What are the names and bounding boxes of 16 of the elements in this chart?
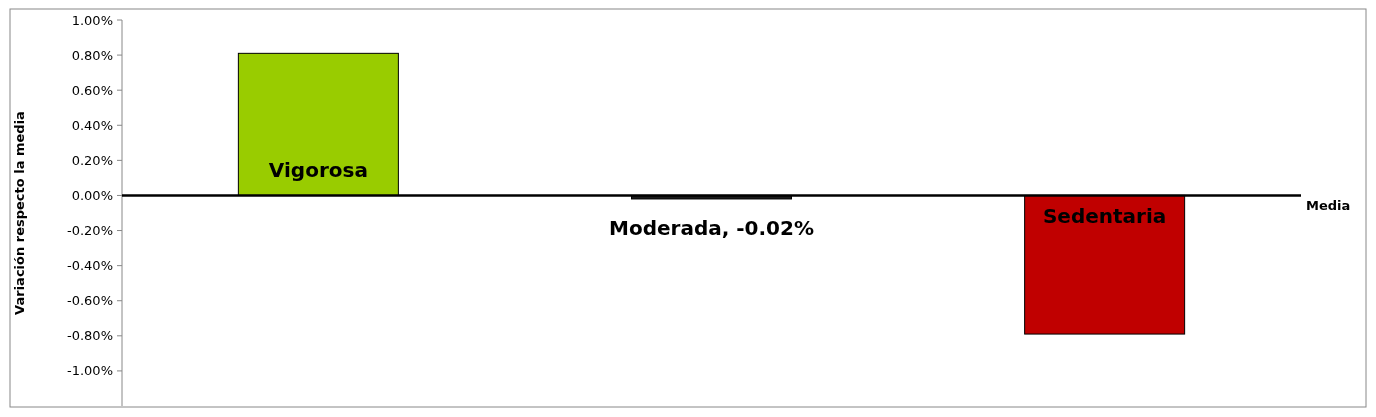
y-tick-label: -1.00% bbox=[67, 363, 113, 379]
y-tick-label: 0.60% bbox=[71, 82, 113, 98]
data-label: Vigorosa bbox=[268, 158, 368, 183]
y-tick-label: 0.20% bbox=[71, 152, 113, 168]
data-label: Moderada, -0.02% bbox=[609, 215, 814, 240]
data-label: Sedentaria bbox=[1042, 204, 1167, 229]
y-tick-label: 0.40% bbox=[71, 117, 113, 133]
y-tick-label: -0.60% bbox=[67, 293, 113, 309]
y-tick-label: 0.80% bbox=[71, 47, 113, 63]
y-tick-label: 1.00% bbox=[71, 12, 113, 28]
ref-line-label: Media bbox=[1306, 198, 1351, 213]
y-tick-label: -0.20% bbox=[67, 223, 113, 239]
y-tick-label: -0.80% bbox=[67, 328, 113, 344]
y-tick-label: -0.40% bbox=[67, 258, 113, 274]
y-axis-title: Variación respecto la media bbox=[12, 111, 27, 315]
y-tick-label: 0.00% bbox=[71, 188, 113, 203]
